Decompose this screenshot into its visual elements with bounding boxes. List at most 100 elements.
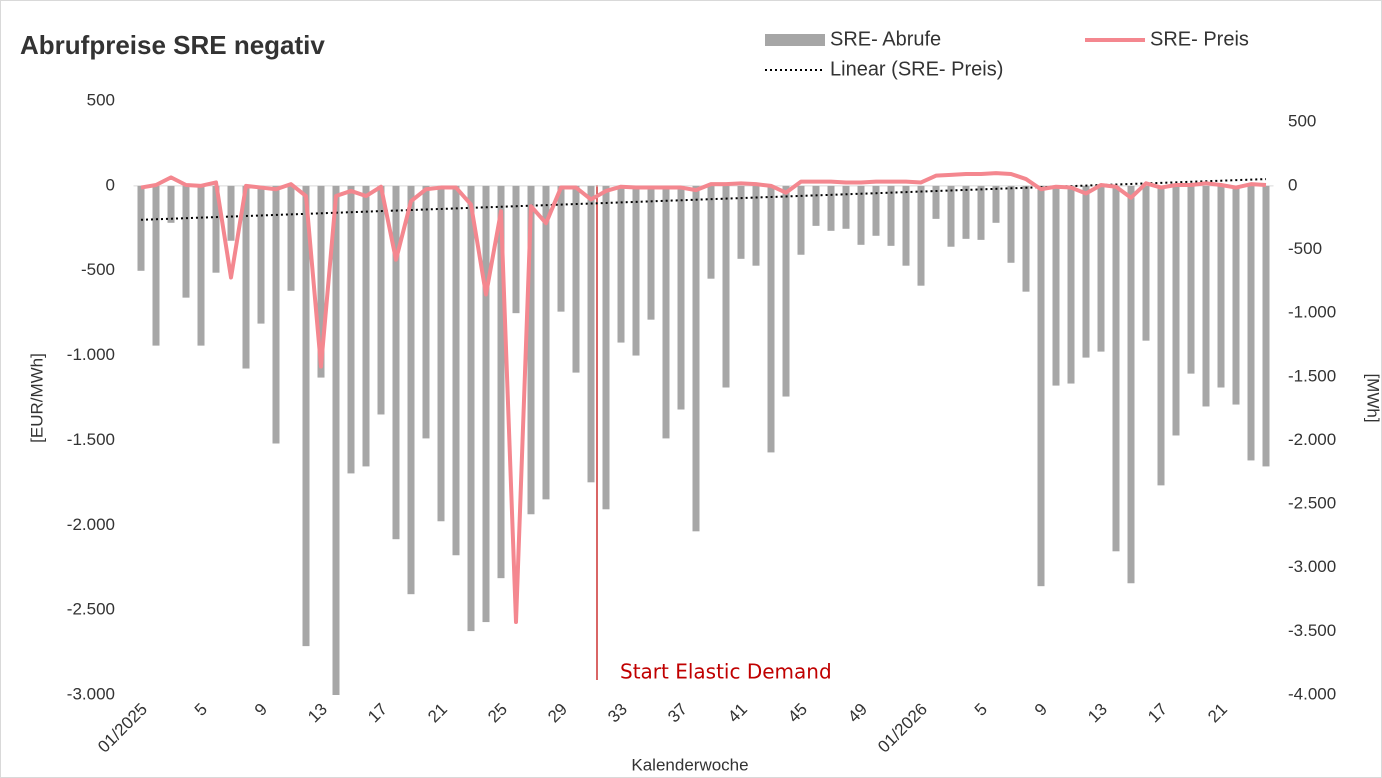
bar <box>422 185 430 439</box>
bar <box>1262 185 1270 467</box>
bar <box>992 185 1000 223</box>
bar <box>1157 185 1165 486</box>
bar <box>512 185 520 314</box>
y-tick-label: -2.000 <box>67 515 115 534</box>
bar <box>1232 185 1240 405</box>
bar <box>182 185 190 298</box>
legend-label: SRE- Abrufe <box>830 28 941 50</box>
bar <box>797 185 805 255</box>
y2-axis-label: [MWh] <box>1364 373 1382 422</box>
bar <box>932 185 940 219</box>
bar <box>737 185 745 259</box>
bar <box>842 185 850 229</box>
chart-title: Abrufpreise SRE negativ <box>20 30 325 60</box>
bar <box>557 185 565 312</box>
bar <box>392 185 400 540</box>
bar <box>212 185 220 273</box>
bar <box>1202 185 1210 407</box>
bar <box>1007 185 1015 263</box>
bar <box>572 185 580 373</box>
bar <box>662 185 670 439</box>
bar <box>1142 185 1150 341</box>
price-line <box>140 171 1267 625</box>
y-tick-label: -2.500 <box>67 600 115 619</box>
bar <box>587 185 595 483</box>
legend-label: SRE- Preis <box>1150 28 1249 50</box>
y-tick-label: 0 <box>106 175 115 194</box>
y-tick-label: 500 <box>87 90 115 109</box>
bar <box>1187 185 1195 374</box>
bar <box>302 185 310 647</box>
bar <box>527 185 535 515</box>
bar <box>497 185 505 579</box>
y2-tick-label: -3.000 <box>1288 557 1336 576</box>
bar <box>887 185 895 246</box>
bar <box>1112 185 1120 552</box>
bar <box>827 185 835 231</box>
bar <box>947 185 955 247</box>
bar <box>767 185 775 453</box>
bar <box>542 185 550 500</box>
bar <box>977 185 985 240</box>
bar <box>872 185 880 236</box>
y2-tick-label: 500 <box>1288 112 1316 131</box>
bar <box>227 185 235 241</box>
bar <box>1052 185 1060 386</box>
y-tick-label: -3.000 <box>67 684 115 703</box>
bar <box>467 185 475 632</box>
bar <box>287 185 295 291</box>
bar <box>902 185 910 266</box>
bar <box>152 185 160 346</box>
y-tick-label: -1.000 <box>67 345 115 364</box>
legend-swatch <box>765 34 825 46</box>
bar <box>602 185 610 510</box>
y-axis-label: [EUR/MWh] <box>27 353 46 443</box>
y2-tick-label: -1.000 <box>1288 303 1336 322</box>
bar <box>377 185 385 415</box>
bar <box>707 185 715 279</box>
bar <box>167 185 175 223</box>
x-axis-label: Kalenderwoche <box>631 755 748 774</box>
bar <box>482 185 490 623</box>
bar <box>242 185 250 369</box>
bar <box>677 185 685 410</box>
bar <box>197 185 205 346</box>
bar <box>1037 185 1045 587</box>
bar <box>1082 185 1090 358</box>
bar <box>752 185 760 266</box>
bar <box>332 185 340 696</box>
y2-tick-label: -1.500 <box>1288 366 1336 385</box>
bar <box>257 185 265 324</box>
bar <box>362 185 370 467</box>
y2-tick-label: -2.000 <box>1288 430 1336 449</box>
bar <box>722 185 730 388</box>
bar <box>137 185 145 271</box>
bar <box>1097 185 1105 352</box>
bar <box>632 185 640 356</box>
bar <box>407 185 415 595</box>
bar <box>1217 185 1225 388</box>
y-tick-label: -500 <box>81 260 115 279</box>
y2-tick-label: -2.500 <box>1288 494 1336 513</box>
bar <box>1247 185 1255 461</box>
bar <box>692 185 700 532</box>
bar <box>917 185 925 286</box>
bar <box>1127 185 1135 584</box>
bar <box>1067 185 1075 384</box>
y2-tick-label: -3.500 <box>1288 621 1336 640</box>
bar <box>812 185 820 226</box>
bar <box>272 185 280 444</box>
bar <box>317 185 325 378</box>
y2-tick-label: -500 <box>1288 239 1322 258</box>
bar <box>452 185 460 556</box>
bar <box>617 185 625 343</box>
bar <box>857 185 865 245</box>
bar <box>1172 185 1180 436</box>
legend-label: Linear (SRE- Preis) <box>830 58 1003 80</box>
y-tick-label: -1.500 <box>67 430 115 449</box>
bar <box>347 185 355 474</box>
bar <box>962 185 970 239</box>
bar <box>647 185 655 320</box>
